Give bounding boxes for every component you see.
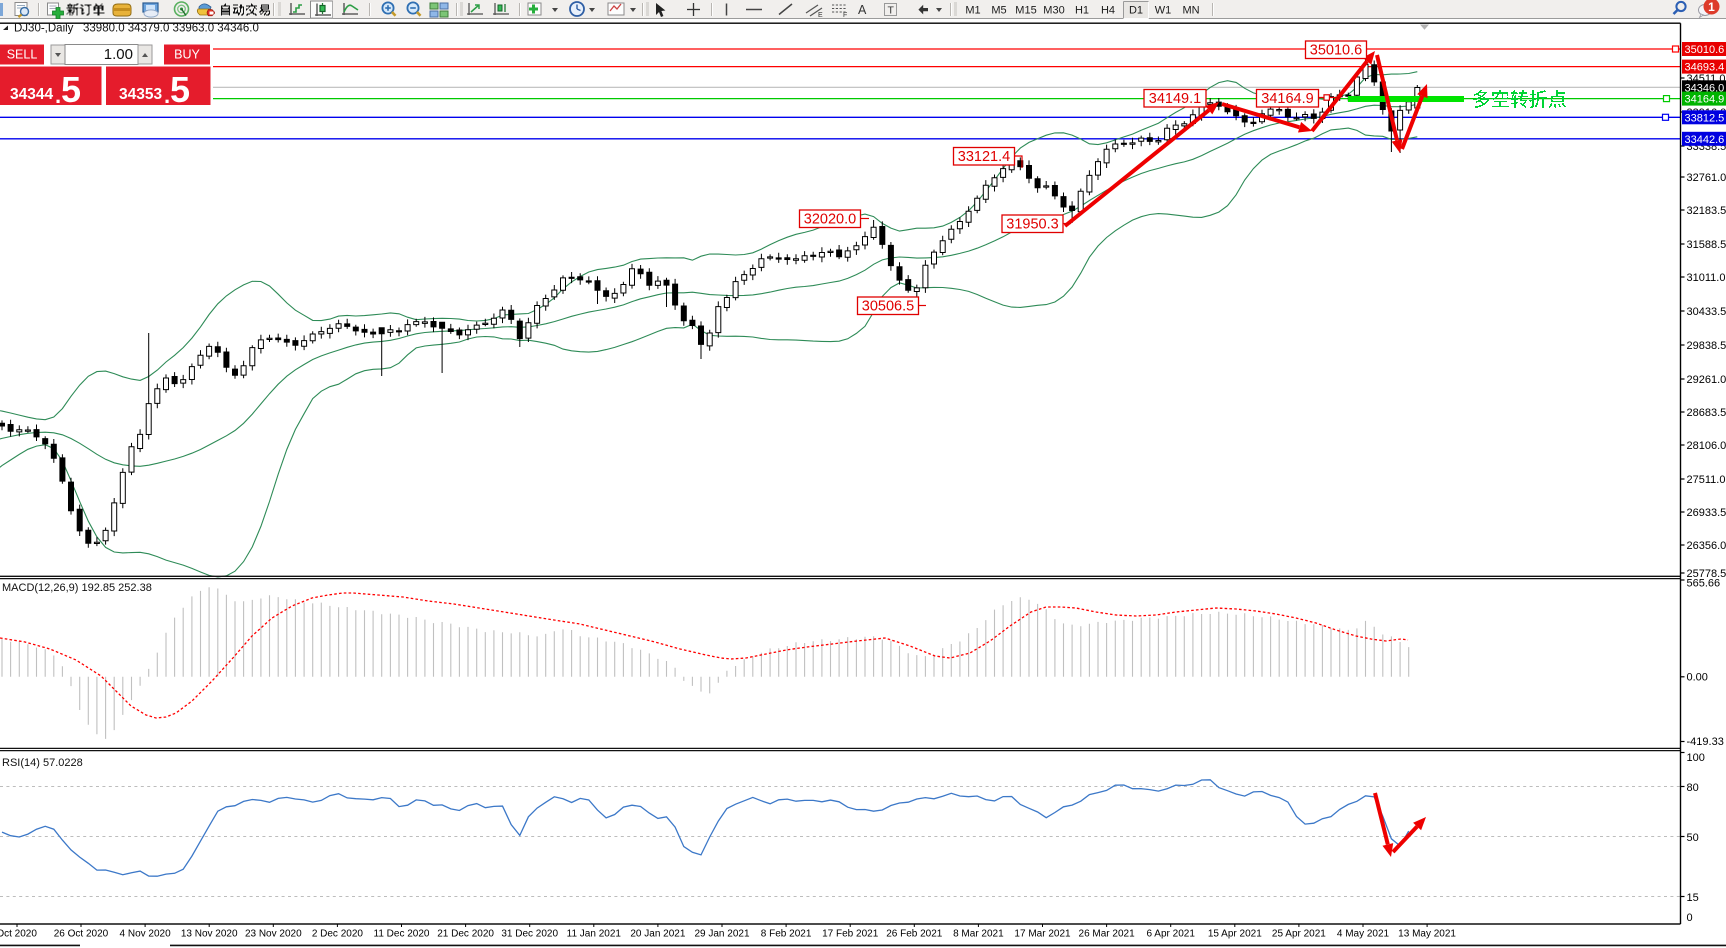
- svg-text:F: F: [843, 12, 847, 19]
- svg-text:11 Dec 2020: 11 Dec 2020: [374, 929, 430, 940]
- svg-text:29 Jan 2021: 29 Jan 2021: [694, 929, 749, 940]
- svg-text:29261.0: 29261.0: [1687, 374, 1726, 386]
- svg-text:27511.0: 27511.0: [1687, 474, 1726, 486]
- svg-text:2 Dec 2020: 2 Dec 2020: [312, 929, 364, 940]
- svg-text:0.00: 0.00: [1687, 672, 1708, 684]
- svg-text:29838.5: 29838.5: [1687, 340, 1726, 352]
- svg-text:25778.5: 25778.5: [1687, 568, 1726, 580]
- svg-text:34164.9: 34164.9: [1685, 94, 1725, 106]
- svg-text:4 May 2021: 4 May 2021: [1337, 929, 1390, 940]
- svg-text:T: T: [888, 5, 895, 17]
- svg-text:25 Apr 2021: 25 Apr 2021: [1272, 929, 1326, 940]
- svg-text:26 Feb 2021: 26 Feb 2021: [886, 929, 943, 940]
- svg-text:34164.9: 34164.9: [1261, 91, 1313, 107]
- svg-text:26933.5: 26933.5: [1687, 507, 1726, 519]
- svg-text:33442.6: 33442.6: [1685, 134, 1725, 146]
- svg-text:5 Oct 2020: 5 Oct 2020: [0, 929, 37, 940]
- svg-text:100: 100: [1687, 752, 1705, 764]
- svg-text:80: 80: [1687, 782, 1699, 794]
- svg-text:W1: W1: [1155, 5, 1172, 17]
- svg-text:11 Jan 2021: 11 Jan 2021: [567, 929, 622, 940]
- svg-text:32183.5: 32183.5: [1687, 205, 1726, 217]
- svg-text:13 Nov 2020: 13 Nov 2020: [181, 929, 238, 940]
- svg-text:34149.1: 34149.1: [1149, 91, 1201, 107]
- svg-text:17 Mar 2021: 17 Mar 2021: [1014, 929, 1071, 940]
- svg-text:M1: M1: [965, 5, 980, 17]
- svg-text:23 Nov 2020: 23 Nov 2020: [245, 929, 302, 940]
- svg-text:MN: MN: [1182, 5, 1199, 17]
- svg-text:32020.0: 32020.0: [804, 212, 856, 228]
- svg-text:1.00: 1.00: [104, 46, 133, 63]
- svg-text:M15: M15: [1015, 5, 1036, 17]
- svg-text:SELL: SELL: [7, 48, 38, 62]
- svg-text:31950.3: 31950.3: [1006, 217, 1058, 233]
- svg-text:34344: 34344: [10, 86, 53, 103]
- svg-text:MACD(12,26,9) 192.85 252.38: MACD(12,26,9) 192.85 252.38: [2, 582, 152, 594]
- svg-text:5: 5: [61, 69, 81, 110]
- svg-text:15: 15: [1687, 892, 1699, 904]
- svg-text:-419.33: -419.33: [1687, 736, 1724, 748]
- svg-text:13 May 2021: 13 May 2021: [1398, 929, 1456, 940]
- svg-text:.: .: [164, 83, 170, 108]
- svg-text:31011.0: 31011.0: [1687, 272, 1726, 284]
- svg-text:15 Apr 2021: 15 Apr 2021: [1208, 929, 1262, 940]
- svg-text:M30: M30: [1043, 5, 1064, 17]
- svg-text:26 Oct 2020: 26 Oct 2020: [54, 929, 109, 940]
- svg-text:33121.4: 33121.4: [958, 149, 1010, 165]
- svg-text:.: .: [55, 83, 61, 108]
- svg-text:30433.5: 30433.5: [1687, 306, 1726, 318]
- svg-text:34693.4: 34693.4: [1685, 62, 1725, 74]
- svg-text:34353: 34353: [119, 86, 162, 103]
- svg-text:E: E: [818, 12, 823, 19]
- svg-text:31588.5: 31588.5: [1687, 239, 1726, 251]
- svg-text:20 Jan 2021: 20 Jan 2021: [630, 929, 685, 940]
- svg-text:30506.5: 30506.5: [862, 299, 914, 315]
- svg-text:1: 1: [1708, 0, 1715, 14]
- svg-text:50: 50: [1687, 832, 1699, 844]
- svg-text:35010.6: 35010.6: [1310, 43, 1362, 59]
- svg-text:M5: M5: [991, 5, 1006, 17]
- svg-text:0: 0: [1687, 912, 1693, 924]
- svg-text:21 Dec 2020: 21 Dec 2020: [437, 929, 494, 940]
- svg-text:5: 5: [170, 69, 190, 110]
- svg-text:565.66: 565.66: [1687, 578, 1721, 590]
- svg-text:32761.0: 32761.0: [1687, 172, 1726, 184]
- svg-text:28683.5: 28683.5: [1687, 407, 1726, 419]
- svg-text:6 Apr 2021: 6 Apr 2021: [1147, 929, 1196, 940]
- svg-text:RSI(14) 57.0228: RSI(14) 57.0228: [2, 757, 83, 769]
- svg-text:28106.0: 28106.0: [1687, 440, 1726, 452]
- svg-text:D1: D1: [1129, 5, 1143, 17]
- svg-text:33812.5: 33812.5: [1685, 112, 1725, 124]
- svg-text:DJ30-,Daily 33980.0 34379.0: DJ30-,Daily 33980.0 34379.0 33963.0 3434…: [14, 23, 259, 35]
- svg-text:BUY: BUY: [174, 48, 200, 62]
- svg-text:26 Mar 2021: 26 Mar 2021: [1079, 929, 1136, 940]
- svg-text:35010.6: 35010.6: [1685, 44, 1725, 56]
- svg-text:34346.0: 34346.0: [1685, 82, 1725, 94]
- svg-text:31 Dec 2020: 31 Dec 2020: [501, 929, 558, 940]
- svg-text:26356.0: 26356.0: [1687, 540, 1726, 552]
- svg-text:8 Feb 2021: 8 Feb 2021: [761, 929, 812, 940]
- svg-text:A: A: [858, 3, 867, 17]
- svg-text:H4: H4: [1101, 5, 1115, 17]
- svg-text:4 Nov 2020: 4 Nov 2020: [120, 929, 172, 940]
- svg-text:17 Feb 2021: 17 Feb 2021: [822, 929, 879, 940]
- svg-text:8 Mar 2021: 8 Mar 2021: [953, 929, 1004, 940]
- svg-text:H1: H1: [1075, 5, 1089, 17]
